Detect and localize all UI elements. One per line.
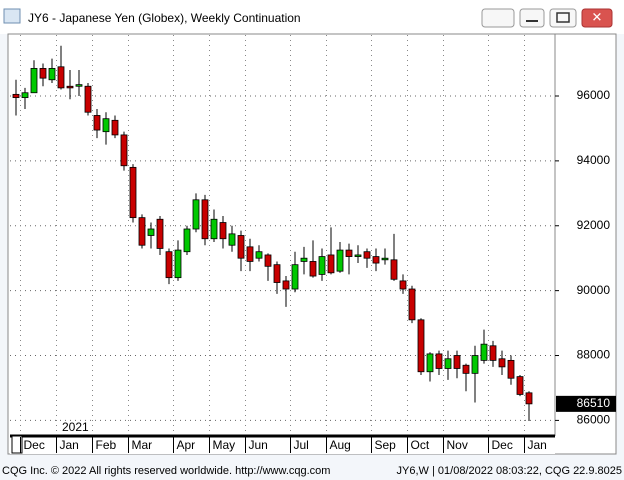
x-tick-label: Aug xyxy=(330,438,351,452)
candle-body xyxy=(435,353,443,369)
candle-body xyxy=(444,358,452,369)
footer-left: CQG Inc. © 2022 All rights reserved worl… xyxy=(2,465,330,477)
candle-body xyxy=(345,249,353,257)
x-tick-label: Oct xyxy=(411,438,430,452)
candle-body xyxy=(174,249,182,279)
candle-body xyxy=(507,359,515,379)
candle-body xyxy=(417,319,425,373)
candle-body xyxy=(462,364,470,374)
candle-body xyxy=(93,115,101,131)
candle-body xyxy=(228,233,236,246)
y-tick-label: 88000 xyxy=(577,348,611,362)
x-axis-strip xyxy=(10,436,555,454)
candle-body xyxy=(498,358,506,368)
close-icon: ✕ xyxy=(592,9,603,24)
candle-body xyxy=(282,280,290,290)
x-tick-label: May xyxy=(213,438,236,452)
candle-body xyxy=(57,66,65,89)
candle-body xyxy=(336,249,344,272)
candle-body xyxy=(363,251,371,259)
x-tick-label: Dec xyxy=(24,438,45,452)
x-tick-label: Jul xyxy=(294,438,309,452)
candle-body xyxy=(48,68,56,81)
candle-body xyxy=(516,376,524,395)
candle-body xyxy=(318,256,326,275)
candle-body xyxy=(120,134,128,167)
candle-body xyxy=(309,261,317,277)
candle-body xyxy=(111,119,119,136)
x-tick-label: Jan xyxy=(528,438,547,452)
footer-right: JY6,W | 01/08/2022 08:03:22, CQG 22.9.80… xyxy=(397,465,622,477)
y-tick-label: 94000 xyxy=(577,153,611,167)
window-icon xyxy=(3,8,21,24)
candle-body xyxy=(84,85,92,113)
maximize-icon xyxy=(556,12,570,23)
candle-body xyxy=(192,199,200,230)
y-tick-label: 92000 xyxy=(577,218,611,232)
x-tick-label: Jan xyxy=(60,438,79,452)
x-tick-label: Sep xyxy=(375,438,397,452)
last-price-label: 86510 xyxy=(577,396,611,410)
candle-body xyxy=(66,85,74,89)
maximize-button[interactable] xyxy=(549,8,577,28)
candle-body xyxy=(471,355,479,374)
candle-body xyxy=(372,256,380,264)
candle-body xyxy=(12,93,20,99)
candle-body xyxy=(183,228,191,253)
candle-body xyxy=(291,264,299,290)
candle-body xyxy=(273,264,281,283)
candle-body xyxy=(147,228,155,236)
candle-body xyxy=(201,199,209,240)
candle-body xyxy=(300,257,308,262)
candle-body xyxy=(390,259,398,280)
candle-body xyxy=(381,257,389,261)
candle-body xyxy=(480,343,488,361)
candle-body xyxy=(219,222,227,240)
candle-body xyxy=(102,118,110,133)
candle-body xyxy=(129,166,137,219)
year-label: 2021 xyxy=(62,420,89,434)
candle-body xyxy=(426,353,434,373)
candle-body xyxy=(165,251,173,279)
candle-body xyxy=(264,254,272,267)
x-tick-label: Dec xyxy=(492,438,513,452)
last-price-box xyxy=(556,395,616,412)
candle-body xyxy=(237,235,245,259)
candle-body xyxy=(489,345,497,361)
candle-body xyxy=(246,246,254,262)
candle-body xyxy=(408,288,416,321)
candle-body xyxy=(210,218,218,240)
x-tick-label: Feb xyxy=(96,438,117,452)
candle-body xyxy=(354,254,362,257)
candle-body xyxy=(525,392,533,405)
window-title: JY6 - Japanese Yen (Globex), Weekly Cont… xyxy=(28,11,301,25)
chart-panel xyxy=(7,33,617,455)
x-tick-label: Nov xyxy=(447,438,468,452)
candle-body xyxy=(453,355,461,369)
candle-body xyxy=(39,68,47,79)
candle-body xyxy=(30,68,38,94)
candle-body xyxy=(75,84,83,87)
candle-body xyxy=(156,218,164,249)
y-tick-label: 90000 xyxy=(577,283,611,297)
candle-body xyxy=(255,251,263,259)
candle-body xyxy=(327,254,335,274)
minimize-button[interactable] xyxy=(519,8,545,28)
candle-body xyxy=(21,92,29,99)
x-tick-label: Mar xyxy=(132,438,153,452)
y-tick-label: 86000 xyxy=(577,413,611,427)
candle-body xyxy=(399,280,407,290)
x-tick-label: Jun xyxy=(249,438,268,452)
scroll-handle[interactable] xyxy=(11,435,23,454)
close-button[interactable] xyxy=(581,8,613,28)
x-tick-label: Apr xyxy=(177,438,196,452)
y-tick-label: 96000 xyxy=(577,88,611,102)
link-button[interactable] xyxy=(481,8,515,28)
candle-body xyxy=(138,217,146,246)
